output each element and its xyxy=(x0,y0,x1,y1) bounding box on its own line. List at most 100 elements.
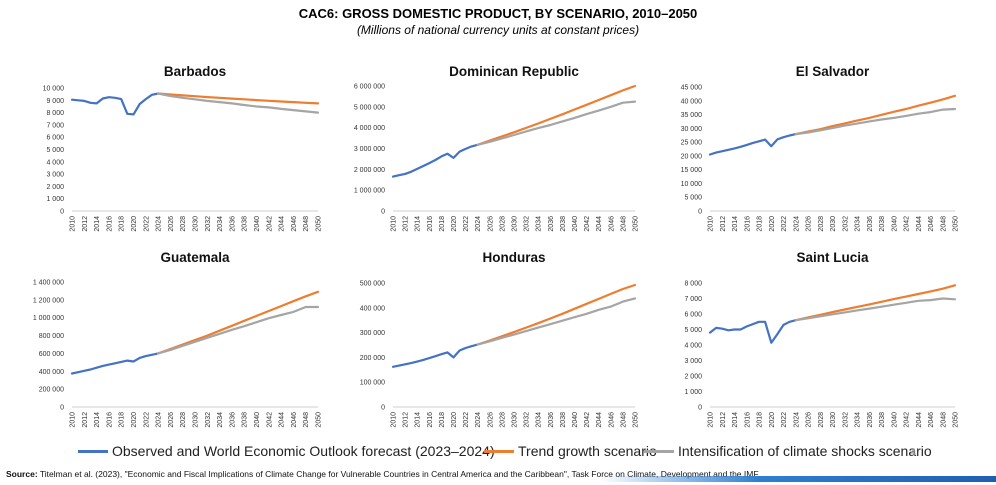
x-tick-label: 2016 xyxy=(744,216,751,232)
x-tick-label: 2050 xyxy=(953,412,960,428)
x-tick-label: 2036 xyxy=(867,412,874,428)
legend-label-climate-shocks: Intensification of climate shocks scenar… xyxy=(678,443,932,459)
x-tick-label: 2050 xyxy=(316,216,323,232)
legend-label-trend: Trend growth scenario xyxy=(518,443,657,459)
x-tick-label: 2048 xyxy=(940,216,947,232)
x-tick-label: 2038 xyxy=(879,216,886,232)
y-tick-label: 1 400 000 xyxy=(33,280,64,287)
x-tick-label: 2040 xyxy=(254,216,261,232)
series-line-observed xyxy=(391,143,479,178)
x-tick-label: 2042 xyxy=(904,412,911,428)
x-tick-label: 2022 xyxy=(463,216,470,232)
y-tick-label: 1 000 000 xyxy=(33,315,64,322)
x-tick-label: 2038 xyxy=(879,412,886,428)
chart-title-honduras: Honduras xyxy=(482,250,545,265)
x-tick-label: 2016 xyxy=(106,412,113,428)
x-tick-label: 2028 xyxy=(499,216,506,232)
chart-guatemala: Guatemala 0 200 000 400 000 600 000 800 000 1 … xyxy=(33,250,323,428)
series-line-trend xyxy=(157,92,320,105)
legend-item-trend: Trend growth scenario xyxy=(484,443,657,459)
series-line-observed xyxy=(70,352,160,375)
y-tick-label: 4 000 xyxy=(46,159,64,166)
x-tick-label: 2014 xyxy=(415,216,422,232)
x-tick-label: 2034 xyxy=(217,216,224,232)
chart-title-el-salvador: El Salvador xyxy=(796,64,870,79)
x-tick-label: 2018 xyxy=(119,216,126,232)
x-tick-label: 2032 xyxy=(205,216,212,232)
x-tick-label: 2024 xyxy=(475,216,482,232)
y-tick-label: 0 xyxy=(698,209,702,216)
x-tick-label: 2046 xyxy=(928,412,935,428)
y-tick-label: 9 000 xyxy=(46,98,64,105)
x-tick-label: 2044 xyxy=(279,412,286,428)
x-tick-label: 2046 xyxy=(928,216,935,232)
x-tick-label: 2032 xyxy=(205,412,212,428)
x-tick-label: 2050 xyxy=(633,412,640,428)
x-tick-label: 2040 xyxy=(891,412,898,428)
x-tick-label: 2016 xyxy=(427,412,434,428)
x-tick-label: 2046 xyxy=(608,216,615,232)
x-tick-label: 2018 xyxy=(757,216,764,232)
x-tick-label: 2028 xyxy=(499,412,506,428)
x-tick-label: 2038 xyxy=(560,216,567,232)
x-tick-label: 2032 xyxy=(524,412,531,428)
x-tick-label: 2038 xyxy=(560,412,567,428)
legend: Observed and World Economic Outlook fore… xyxy=(0,443,996,463)
x-tick-label: 2016 xyxy=(106,216,113,232)
x-tick-label: 2030 xyxy=(193,412,200,428)
x-tick-label: 2012 xyxy=(403,216,410,232)
y-tick-label: 300 000 xyxy=(360,330,385,337)
y-tick-label: 15 000 xyxy=(681,167,703,174)
x-tick-label: 2012 xyxy=(82,216,89,232)
x-tick-label: 2014 xyxy=(732,412,739,428)
chart-title-saint-lucia: Saint Lucia xyxy=(796,250,869,265)
x-tick-label: 2050 xyxy=(633,216,640,232)
y-tick-label: 0 xyxy=(381,209,385,216)
x-tick-label: 2026 xyxy=(806,216,813,232)
x-tick-label: 2018 xyxy=(439,216,446,232)
x-tick-label: 2048 xyxy=(620,216,627,232)
x-tick-label: 2032 xyxy=(524,216,531,232)
x-tick-label: 2030 xyxy=(830,412,837,428)
y-tick-label: 35 000 xyxy=(681,112,703,119)
series-line-trend xyxy=(476,84,637,146)
x-tick-label: 2014 xyxy=(415,412,422,428)
y-tick-label: 6 000 xyxy=(46,135,64,142)
y-tick-label: 5 000 xyxy=(684,327,702,334)
x-tick-label: 2048 xyxy=(620,412,627,428)
y-tick-label: 400 000 xyxy=(39,369,64,376)
y-tick-label: 8 000 xyxy=(684,281,702,288)
chart-title-guatemala: Guatemala xyxy=(160,250,230,265)
x-tick-label: 2020 xyxy=(451,412,458,428)
y-tick-label: 100 000 xyxy=(360,380,385,387)
x-tick-label: 2012 xyxy=(82,412,89,428)
x-tick-label: 2028 xyxy=(180,216,187,232)
y-tick-label: 3 000 xyxy=(684,358,702,365)
x-tick-label: 2030 xyxy=(512,216,519,232)
legend-swatch-observed xyxy=(78,449,108,453)
y-tick-label: 2 000 xyxy=(46,184,64,191)
x-tick-label: 2014 xyxy=(94,412,101,428)
x-tick-label: 2042 xyxy=(584,216,591,232)
y-tick-label: 3 000 xyxy=(46,172,64,179)
y-tick-label: 200 000 xyxy=(360,355,385,362)
y-tick-label: 7 000 xyxy=(46,122,64,129)
y-tick-label: 4 000 000 xyxy=(354,125,385,132)
x-tick-label: 2042 xyxy=(266,216,273,232)
y-tick-label: 10 000 xyxy=(681,181,703,188)
y-tick-label: 45 000 xyxy=(681,85,703,92)
x-tick-label: 2032 xyxy=(842,412,849,428)
x-tick-label: 2046 xyxy=(291,216,298,232)
x-tick-label: 2012 xyxy=(720,412,727,428)
x-tick-label: 2010 xyxy=(70,412,77,428)
chart-dominican-republic: Dominican Republic 0 1 000 000 2 000 000 3 0… xyxy=(354,64,640,232)
y-tick-label: 10 000 xyxy=(43,86,65,93)
chart-barbados: Barbados 0 1 000 2 000 3 000 4 000 5 000 6 000 7… xyxy=(43,64,323,232)
y-tick-label: 7 000 xyxy=(684,296,702,303)
x-tick-label: 2020 xyxy=(131,216,138,232)
series-line-climate-shocks xyxy=(794,107,957,136)
x-tick-label: 2026 xyxy=(806,412,813,428)
series-line-trend xyxy=(794,284,957,322)
y-tick-label: 6 000 xyxy=(684,312,702,319)
charts-grid: Barbados 0 1 000 2 000 3 000 4 000 5 000 6 000 7… xyxy=(33,64,960,428)
